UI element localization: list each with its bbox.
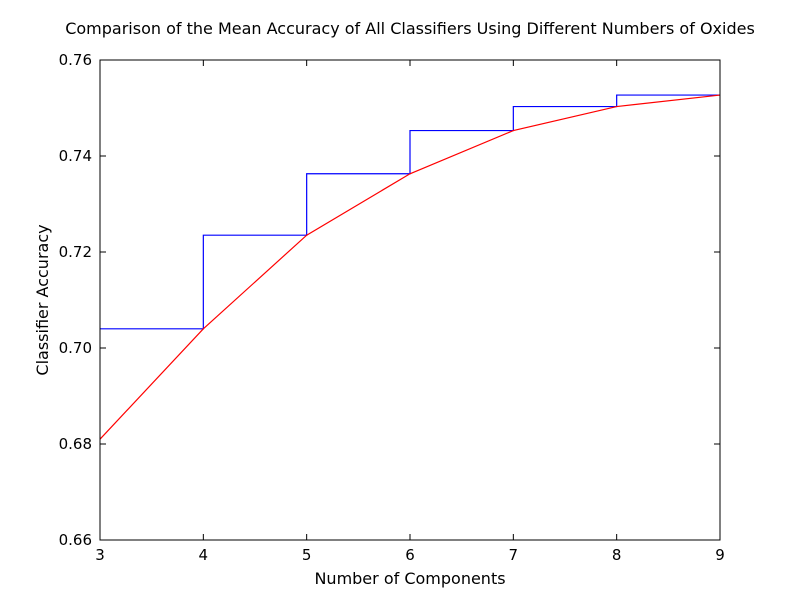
chart-title: Comparison of the Mean Accuracy of All C…	[65, 19, 755, 38]
y-tick-label: 0.70	[59, 339, 92, 357]
axis-ticks: 3 4 5 6 7 8 9 0.66 0.68 0.70 0.72 0.74 0.76	[59, 51, 725, 564]
y-tick-label: 0.66	[59, 531, 92, 549]
plot-area	[99, 94, 721, 440]
x-axis-title: Number of Components	[314, 569, 505, 588]
x-tick-label: 3	[95, 546, 105, 564]
series-step-line	[100, 94, 720, 330]
x-tick-label: 4	[199, 546, 209, 564]
y-axis-title: Classifier Accuracy	[33, 224, 52, 375]
y-tick-label: 0.72	[59, 243, 92, 261]
y-tick-label: 0.68	[59, 435, 92, 453]
x-tick-label: 6	[405, 546, 415, 564]
x-tick-label: 5	[302, 546, 312, 564]
x-tick-label: 9	[715, 546, 725, 564]
series-smooth-line	[99, 94, 721, 440]
y-tick-label: 0.74	[59, 147, 92, 165]
y-tick-label: 0.76	[59, 51, 92, 69]
x-tick-label: 7	[509, 546, 519, 564]
x-tick-label: 8	[612, 546, 622, 564]
